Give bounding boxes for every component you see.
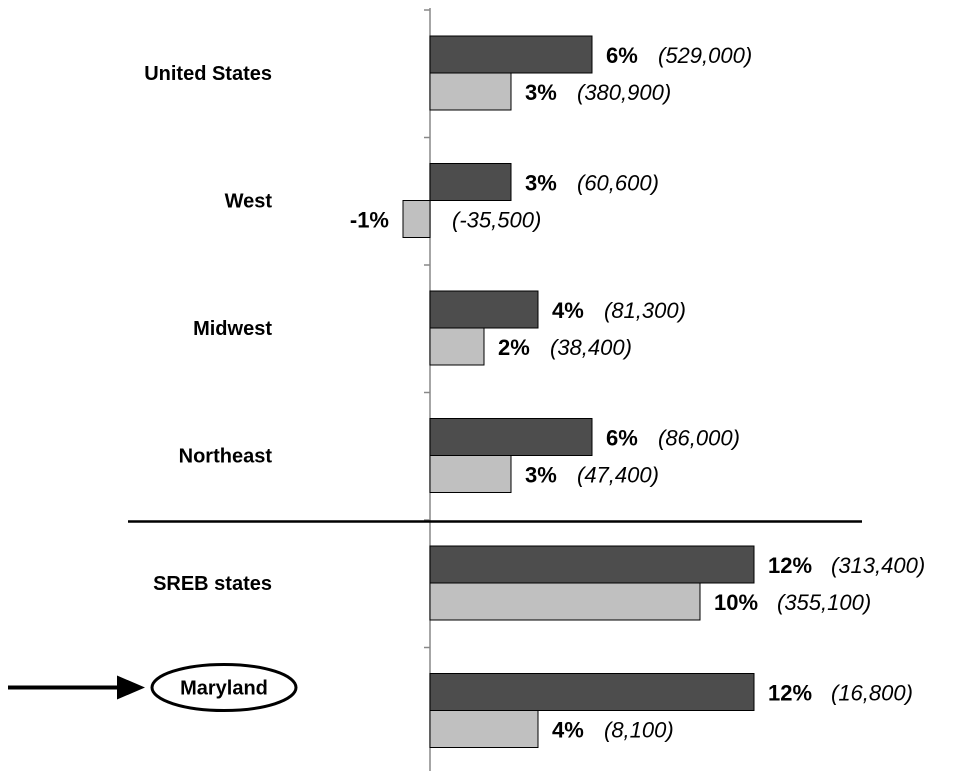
count-label: (-35,500) [452,208,541,233]
bar [429,35,593,74]
value-label: 3% [525,171,557,196]
count-label: (47,400) [577,463,659,488]
bar [429,710,539,748]
count-label: (380,900) [577,80,671,105]
count-label: (529,000) [658,43,752,68]
count-label: (60,600) [577,171,659,196]
value-label: 6% [606,426,638,451]
highlight-ellipse [150,663,298,712]
value-label: 4% [552,298,584,323]
value-label: 3% [525,463,557,488]
bar [429,582,701,621]
bar [429,545,755,584]
bar [429,327,485,366]
category-label: Maryland [180,678,268,700]
count-label: (86,000) [658,426,740,451]
count-label: (38,400) [550,335,632,360]
value-label: -1% [350,208,389,233]
bar [429,290,539,329]
category-label: SREB states [153,573,272,595]
bar [429,455,512,493]
bar [429,72,512,111]
bar [429,163,512,201]
count-label: (313,400) [831,553,925,578]
bar [402,200,431,238]
category-label: Midwest [193,318,272,340]
count-label: (355,100) [777,590,871,615]
bar [429,673,755,711]
value-label: 12% [768,553,812,578]
bar [429,418,593,456]
value-label: 2% [498,335,530,360]
highlight-arrow-head [117,675,145,700]
category-label: United States [144,63,272,85]
value-label: 12% [768,681,812,706]
category-label: West [225,191,273,213]
count-label: (81,300) [604,298,686,323]
value-label: 3% [525,80,557,105]
count-label: (16,800) [831,681,913,706]
value-label: 6% [606,43,638,68]
value-label: 10% [714,590,758,615]
value-label: 4% [552,718,584,743]
count-label: (8,100) [604,718,674,743]
category-label: Northeast [179,446,273,468]
